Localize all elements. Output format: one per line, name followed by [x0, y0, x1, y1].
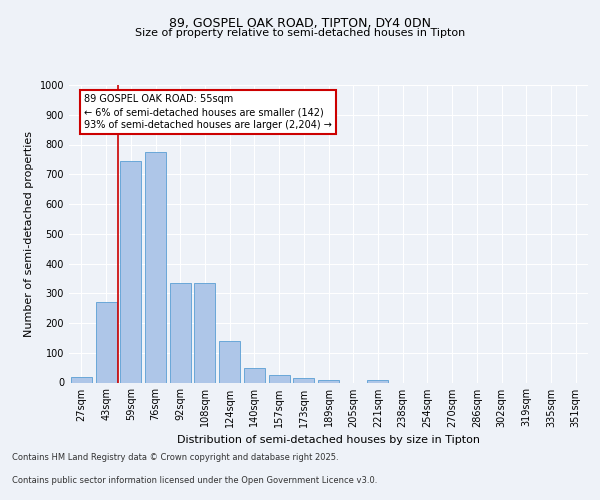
Bar	[219, 341, 240, 382]
Bar	[120, 161, 141, 382]
Bar	[367, 380, 388, 382]
Bar	[170, 283, 191, 382]
Bar	[95, 302, 116, 382]
Text: Contains public sector information licensed under the Open Government Licence v3: Contains public sector information licen…	[12, 476, 377, 485]
Bar	[71, 376, 92, 382]
Bar	[318, 380, 339, 382]
Y-axis label: Number of semi-detached properties: Number of semi-detached properties	[24, 130, 34, 337]
Bar	[269, 375, 290, 382]
Bar	[244, 368, 265, 382]
Bar	[293, 378, 314, 382]
Text: Contains HM Land Registry data © Crown copyright and database right 2025.: Contains HM Land Registry data © Crown c…	[12, 454, 338, 462]
Bar	[194, 283, 215, 382]
Text: 89, GOSPEL OAK ROAD, TIPTON, DY4 0DN: 89, GOSPEL OAK ROAD, TIPTON, DY4 0DN	[169, 18, 431, 30]
Text: 89 GOSPEL OAK ROAD: 55sqm
← 6% of semi-detached houses are smaller (142)
93% of : 89 GOSPEL OAK ROAD: 55sqm ← 6% of semi-d…	[84, 94, 332, 130]
Bar	[145, 152, 166, 382]
X-axis label: Distribution of semi-detached houses by size in Tipton: Distribution of semi-detached houses by …	[177, 435, 480, 445]
Text: Size of property relative to semi-detached houses in Tipton: Size of property relative to semi-detach…	[135, 28, 465, 38]
